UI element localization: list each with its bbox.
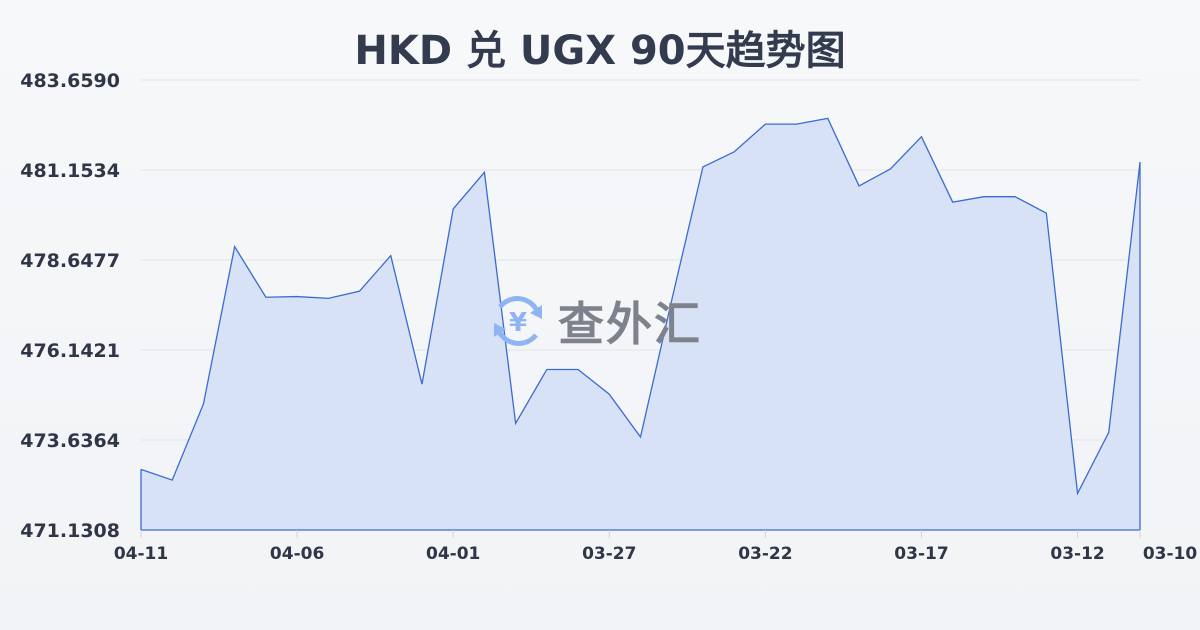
watermark-text: 查外汇 [558,297,702,351]
y-tick-label: 476.1421 [20,340,120,362]
yen-exchange-icon: ¥ [494,296,542,346]
x-tick-label: 04-01 [426,544,480,564]
x-tick-label: 03-27 [582,544,636,564]
area-fill [141,118,1140,531]
y-tick-label: 478.6477 [20,250,120,272]
y-tick-label: 483.6590 [20,70,120,92]
x-tick-label: 03-22 [738,544,792,564]
x-tick-label: 03-10 [1143,544,1198,564]
x-tick-label: 04-11 [114,544,168,564]
y-tick-label: 471.1308 [20,520,120,542]
watermark: ¥ 查外汇 [488,288,702,354]
x-tick-label: 03-12 [1050,544,1104,564]
y-tick-label: 481.1534 [20,160,120,182]
y-tick-label: 473.6364 [20,430,120,452]
svg-text:¥: ¥ [509,308,527,338]
x-tick-label: 03-17 [894,544,948,564]
chart-title: HKD 兑 UGX 90天趋势图 [354,28,846,74]
x-tick-label: 04-06 [270,544,324,564]
